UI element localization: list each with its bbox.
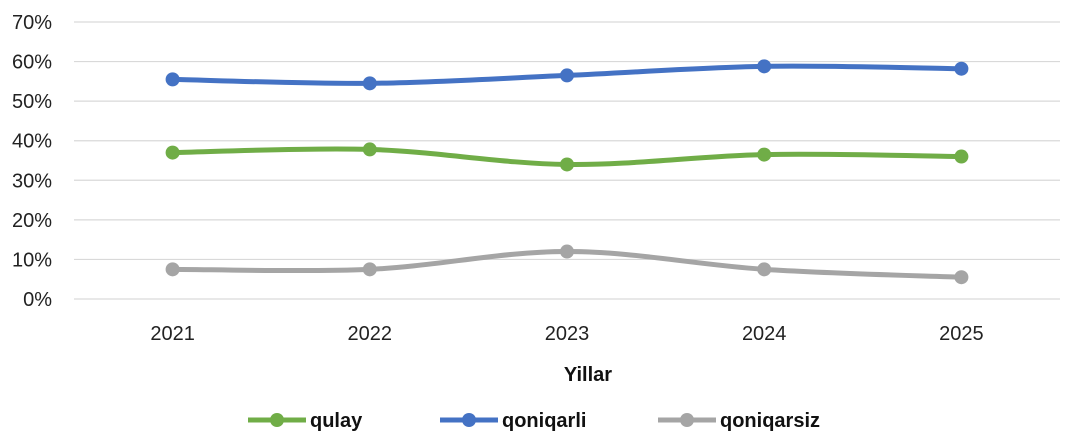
data-point	[362, 142, 377, 157]
legend: qulay qoniqarli qoniqarsiz	[248, 410, 820, 432]
data-point	[165, 72, 180, 87]
data-point	[757, 59, 772, 74]
x-tick-label: 2022	[348, 323, 393, 345]
legend-label: qoniqarli	[502, 410, 586, 432]
series-qulay	[165, 142, 969, 172]
legend-item-qulay: qulay	[248, 410, 363, 432]
x-axis-title: Yillar	[564, 364, 612, 386]
legend-label: qoniqarsiz	[720, 410, 820, 432]
legend-item-qoniqarsiz: qoniqarsiz	[658, 410, 820, 432]
y-tick-label: 10%	[12, 249, 52, 271]
y-tick-label: 70%	[12, 12, 52, 34]
data-point	[954, 270, 969, 285]
x-tick-label: 2025	[939, 323, 984, 345]
legend-item-qoniqarli: qoniqarli	[440, 410, 586, 432]
y-tick-label: 0%	[23, 289, 52, 311]
data-point	[560, 68, 574, 83]
x-tick-label: 2024	[742, 323, 787, 345]
legend-label: qulay	[310, 410, 363, 432]
y-tick-label: 40%	[12, 131, 52, 153]
data-point	[560, 244, 574, 259]
y-tick-label: 20%	[12, 210, 52, 232]
series-lines	[165, 59, 969, 285]
y-tick-label: 50%	[12, 91, 52, 113]
data-point	[362, 76, 377, 91]
legend-marker	[270, 413, 284, 427]
legend-marker	[462, 413, 476, 427]
data-point	[954, 149, 969, 164]
data-point	[757, 262, 772, 277]
x-axis-tick-labels: 2021 2022 2023 2024 2025	[150, 323, 983, 345]
y-axis-tick-labels: 0% 10% 20% 30% 40% 50% 60% 70%	[12, 12, 52, 311]
y-tick-label: 30%	[12, 170, 52, 192]
data-point	[757, 147, 772, 162]
data-point	[362, 262, 377, 277]
y-tick-label: 60%	[12, 52, 52, 74]
x-tick-label: 2023	[545, 323, 590, 345]
data-point	[954, 61, 969, 76]
gridlines	[74, 21, 1060, 300]
x-tick-label: 2021	[150, 323, 195, 345]
series-qoniqarli	[165, 59, 969, 91]
series-qoniqarsiz	[165, 244, 969, 285]
data-point	[165, 262, 180, 277]
data-point	[560, 157, 574, 172]
legend-marker	[680, 413, 694, 427]
data-point	[165, 145, 180, 160]
